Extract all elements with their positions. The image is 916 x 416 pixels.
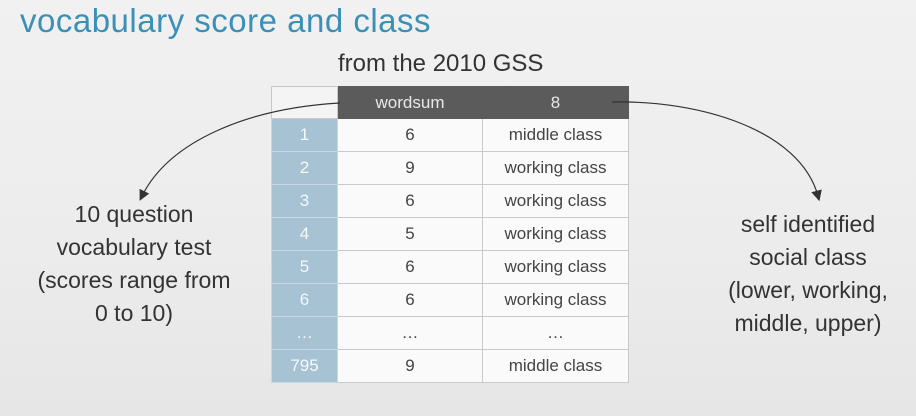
slide-title: vocabulary score and class [20,2,432,39]
class-cell: working class [482,250,629,284]
row-index: 795 [271,349,338,383]
wordsum-cell: 5 [337,217,483,251]
class-cell: working class [482,151,629,185]
row-index: 1 [271,118,338,152]
left-annotation-line: 0 to 10) [95,300,173,326]
wordsum-cell: 9 [337,151,483,185]
row-index: 3 [271,184,338,218]
wordsum-cell: 9 [337,349,483,383]
row-index: 4 [271,217,338,251]
table-header-row: wordsum 8 [271,86,629,119]
wordsum-cell: 6 [337,118,483,152]
table-row: 5 6 working class [271,250,629,284]
wordsum-cell: … [337,316,483,350]
wordsum-cell: 6 [337,184,483,218]
left-arrow [139,102,341,201]
class-cell: middle class [482,349,629,383]
left-annotation: 10 question vocabulary test (scores rang… [14,198,254,330]
row-index: 6 [271,283,338,317]
header-corner [271,86,338,119]
header-wordsum: wordsum [337,86,483,119]
slide-subtitle: from the 2010 GSS [338,50,544,77]
row-index: 2 [271,151,338,185]
right-annotation-line: social class [749,244,867,270]
table-row: 2 9 working class [271,151,629,185]
left-annotation-line: (scores range from [37,267,231,293]
right-arrow [611,101,822,202]
row-index: 5 [271,250,338,284]
left-annotation-line: vocabulary test [56,234,212,260]
right-annotation-line: middle, upper) [734,310,882,336]
right-annotation-line: self identified [740,211,876,237]
right-annotation: self identified social class (lower, wor… [700,208,916,340]
table-row: … … … [271,316,629,350]
left-annotation-line: 10 question [74,201,194,227]
class-cell: working class [482,217,629,251]
data-table: wordsum 8 1 6 middle class 2 9 working c… [271,86,629,383]
class-cell: … [482,316,629,350]
class-cell: working class [482,184,629,218]
table-row: 1 6 middle class [271,118,629,152]
table-row: 4 5 working class [271,217,629,251]
right-annotation-line: (lower, working, [728,277,888,303]
class-cell: middle class [482,118,629,152]
table-row: 3 6 working class [271,184,629,218]
table-row: 795 9 middle class [271,349,629,383]
row-index: … [271,316,338,350]
